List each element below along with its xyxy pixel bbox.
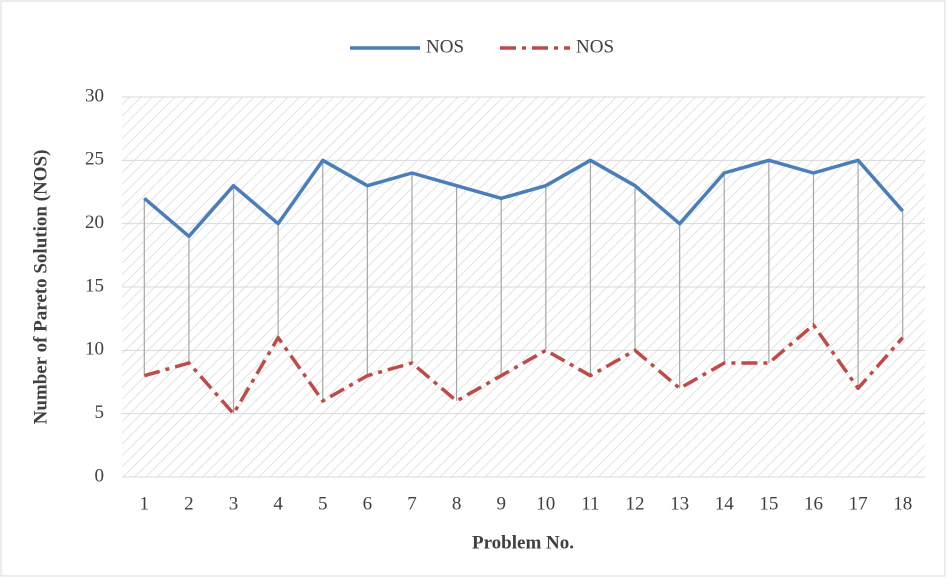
x-tick-label: 18 (893, 493, 912, 514)
legend-label: NOS (576, 36, 614, 57)
x-tick-label: 16 (804, 493, 823, 514)
x-tick-label: 14 (715, 493, 735, 514)
x-tick-label: 8 (452, 493, 462, 514)
y-axis-label: Number of Pareto Solution (NOS) (30, 150, 51, 425)
x-tick-label: 3 (229, 493, 239, 514)
y-tick-label: 25 (85, 149, 104, 170)
x-tick-label: 1 (140, 493, 150, 514)
x-tick-label: 11 (581, 493, 599, 514)
series-line (143, 323, 905, 416)
x-tick-label: 12 (626, 493, 645, 514)
x-axis-label: Problem No. (472, 532, 574, 553)
y-tick-label: 0 (95, 465, 105, 486)
x-tick-label: 7 (407, 493, 417, 514)
y-tick-label: 30 (85, 85, 104, 106)
legend-label: NOS (426, 36, 464, 57)
x-tick-label: 9 (496, 493, 506, 514)
x-tick-label: 15 (759, 493, 778, 514)
x-tick-label: 10 (536, 493, 555, 514)
x-tick-label: 2 (184, 493, 194, 514)
y-tick-label: 5 (95, 402, 105, 423)
x-tick-label: 4 (273, 493, 283, 514)
series-line (143, 158, 905, 239)
y-tick-label: 15 (85, 275, 104, 296)
x-tick-label: 17 (849, 493, 868, 514)
y-tick-label: 20 (85, 212, 104, 233)
x-tick-label: 13 (670, 493, 689, 514)
x-tick-label: 6 (363, 493, 373, 514)
x-tick-label: 5 (318, 493, 328, 514)
y-tick-label: 10 (85, 339, 104, 360)
